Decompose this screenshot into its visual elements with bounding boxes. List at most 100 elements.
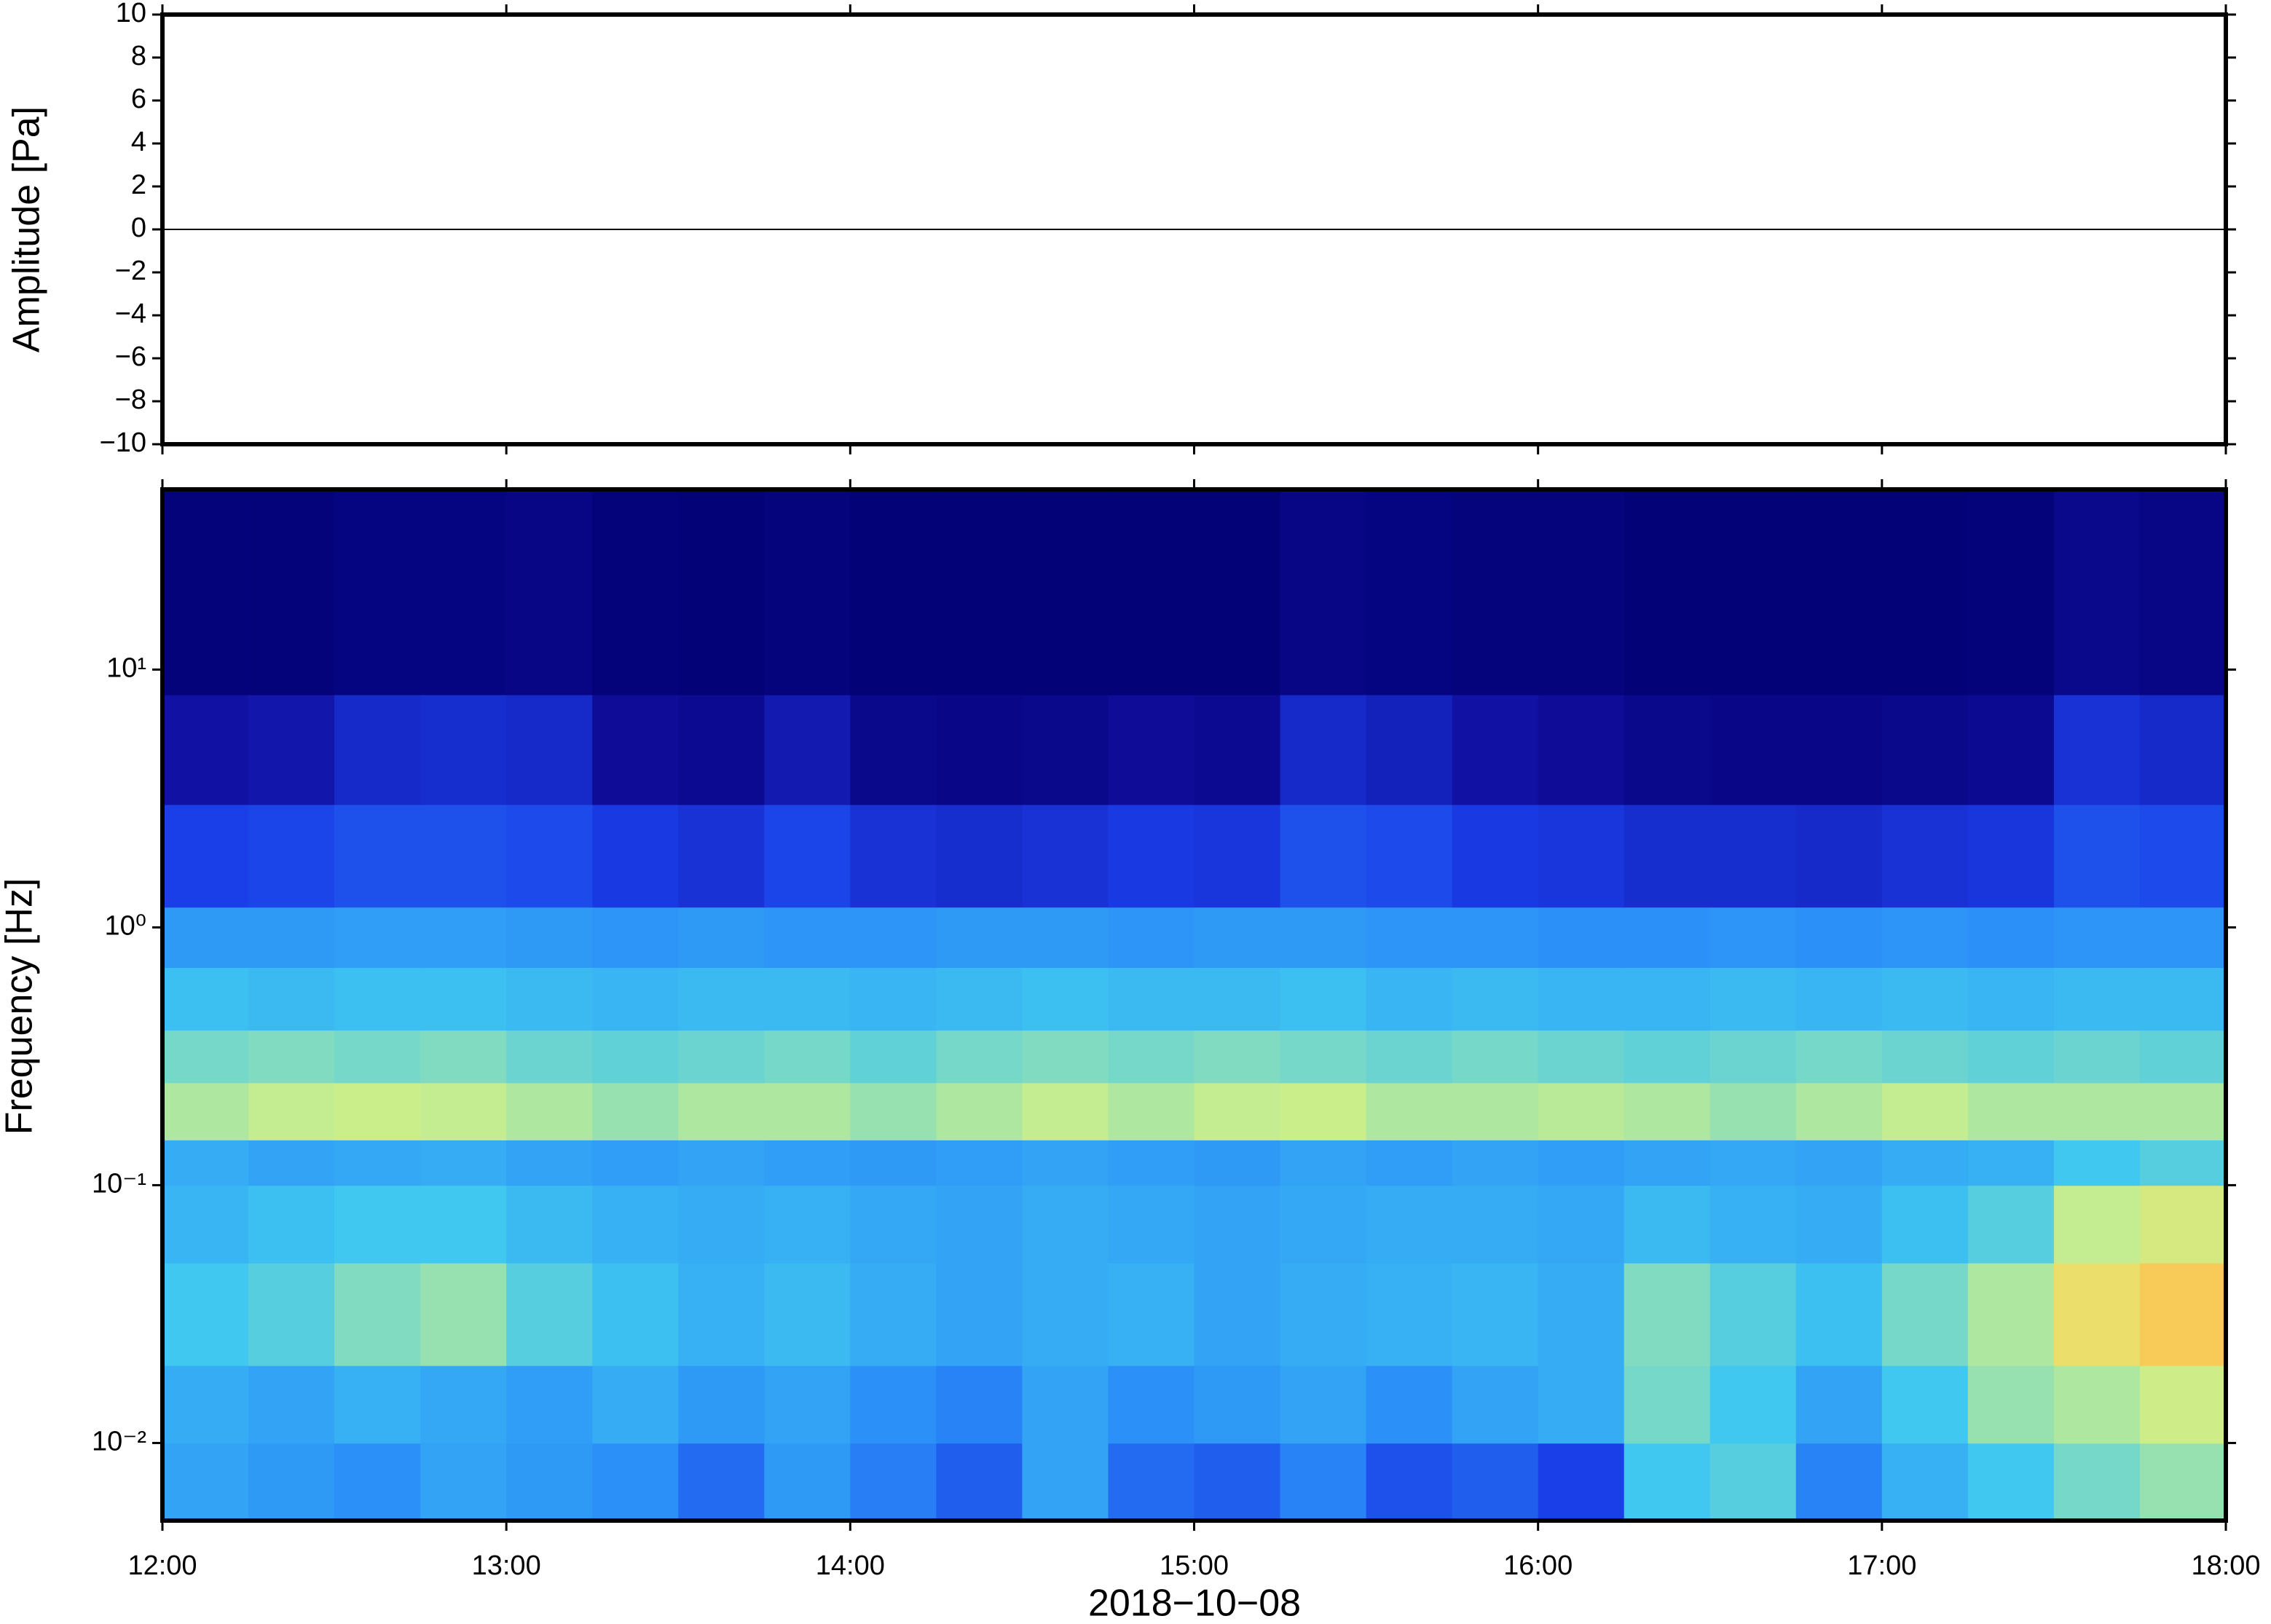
heatmap-cell: [1280, 1082, 1367, 1140]
heatmap-cell: [162, 1365, 249, 1444]
heatmap-cell: [850, 967, 937, 1031]
heatmap-cell: [1795, 1185, 1883, 1264]
heatmap-cell: [420, 1140, 507, 1186]
heatmap-cell: [334, 694, 421, 805]
heatmap-cell: [420, 804, 507, 908]
heatmap-cell: [1366, 1185, 1453, 1264]
heatmap-cell: [1538, 1030, 1625, 1084]
heatmap-cell: [1280, 1263, 1367, 1366]
heatmap-cell: [592, 1263, 680, 1366]
heatmap-cell: [1881, 804, 1969, 908]
heatmap-cell: [764, 804, 851, 908]
heatmap-cell: [248, 1082, 335, 1140]
heatmap-cell: [1194, 907, 1281, 969]
heatmap-cell: [936, 804, 1023, 908]
heatmap-cell: [1108, 1030, 1195, 1084]
heatmap-cell: [248, 694, 335, 805]
heatmap-cell: [2139, 694, 2227, 805]
heatmap-cell: [1967, 907, 2055, 969]
heatmap-cell: [592, 1030, 680, 1084]
heatmap-cell: [1108, 804, 1195, 908]
heatmap-cell: [764, 907, 851, 969]
y-tick-label: 10: [116, 0, 146, 28]
heatmap-cell: [1709, 1263, 1797, 1366]
heatmap-cell: [162, 1263, 249, 1366]
heatmap-cell: [506, 489, 594, 695]
y-tick-label: 0: [131, 213, 146, 243]
heatmap-cell: [1967, 1185, 2055, 1264]
heatmap-cell: [1280, 489, 1367, 695]
y-tick-label: 10¹: [106, 653, 146, 683]
heatmap-cell: [1022, 1365, 1109, 1444]
heatmap-cell: [1194, 489, 1281, 695]
heatmap-cell: [334, 1185, 421, 1264]
heatmap-cell: [2053, 1263, 2141, 1366]
y-tick-label: 10⁻²: [92, 1426, 146, 1457]
heatmap-cell: [1280, 1185, 1367, 1264]
heatmap-cell: [420, 1185, 507, 1264]
heatmap-cell: [334, 1030, 421, 1084]
heatmap-cell: [1795, 804, 1883, 908]
heatmap-cell: [1623, 1030, 1711, 1084]
heatmap-cell: [248, 1263, 335, 1366]
heatmap-cell: [1709, 907, 1797, 969]
heatmap-cell: [248, 1140, 335, 1186]
heatmap-cell: [1967, 1140, 2055, 1186]
heatmap-cell: [2053, 1185, 2141, 1264]
heatmap-cell: [334, 967, 421, 1031]
x-tick-label: 12:00: [127, 1550, 197, 1581]
heatmap-cell: [334, 907, 421, 969]
heatmap-cell: [1538, 1443, 1625, 1521]
heatmap-cell: [1623, 1185, 1711, 1264]
heatmap-cell: [1795, 1082, 1883, 1140]
heatmap-cell: [334, 1082, 421, 1140]
heatmap-cell: [1623, 1140, 1711, 1186]
x-tick-label: 14:00: [816, 1550, 885, 1581]
heatmap-cell: [2053, 1030, 2141, 1084]
heatmap-cell: [334, 1443, 421, 1521]
heatmap-cell: [506, 1365, 594, 1444]
heatmap-cell: [1881, 1263, 1969, 1366]
heatmap-cell: [1108, 1082, 1195, 1140]
heatmap-cell: [506, 907, 594, 969]
heatmap-cell: [2053, 1082, 2141, 1140]
heatmap-cell: [162, 1082, 249, 1140]
heatmap-cell: [1108, 1185, 1195, 1264]
x-tick-label: 15:00: [1160, 1550, 1229, 1581]
heatmap-cell: [592, 1365, 680, 1444]
heatmap-cell: [1623, 1443, 1711, 1521]
heatmap-cell: [1881, 907, 1969, 969]
heatmap-cell: [1967, 694, 2055, 805]
heatmap-cell: [1366, 1140, 1453, 1186]
heatmap-cell: [1623, 967, 1711, 1031]
heatmap-cell: [850, 489, 937, 695]
heatmap-cell: [1452, 1365, 1539, 1444]
heatmap-cell: [1623, 907, 1711, 969]
heatmap-cell: [678, 489, 765, 695]
heatmap-cell: [1022, 804, 1109, 908]
heatmap-cell: [678, 804, 765, 908]
heatmap-cell: [1709, 1443, 1797, 1521]
heatmap-cell: [1452, 1030, 1539, 1084]
heatmap-cell: [506, 1185, 594, 1264]
heatmap-cell: [1194, 1030, 1281, 1084]
heatmap-cell: [420, 907, 507, 969]
heatmap-cell: [162, 489, 249, 695]
heatmap-cell: [1623, 804, 1711, 908]
heatmap-cell: [1623, 489, 1711, 695]
heatmap-cell: [592, 804, 680, 908]
heatmap-cell: [936, 1443, 1023, 1521]
heatmap-cell: [1452, 967, 1539, 1031]
heatmap-cell: [678, 967, 765, 1031]
heatmap-cell: [1795, 694, 1883, 805]
heatmap-cell: [1967, 1365, 2055, 1444]
heatmap-cell: [2053, 1140, 2141, 1186]
heatmap-cell: [162, 1443, 249, 1521]
heatmap-cell: [1967, 1263, 2055, 1366]
heatmap-cell: [1538, 804, 1625, 908]
heatmap-cell: [1709, 489, 1797, 695]
heatmap-cell: [1366, 907, 1453, 969]
heatmap-cell: [1280, 804, 1367, 908]
heatmap-cell: [1194, 967, 1281, 1031]
heatmap-cell: [1366, 804, 1453, 908]
